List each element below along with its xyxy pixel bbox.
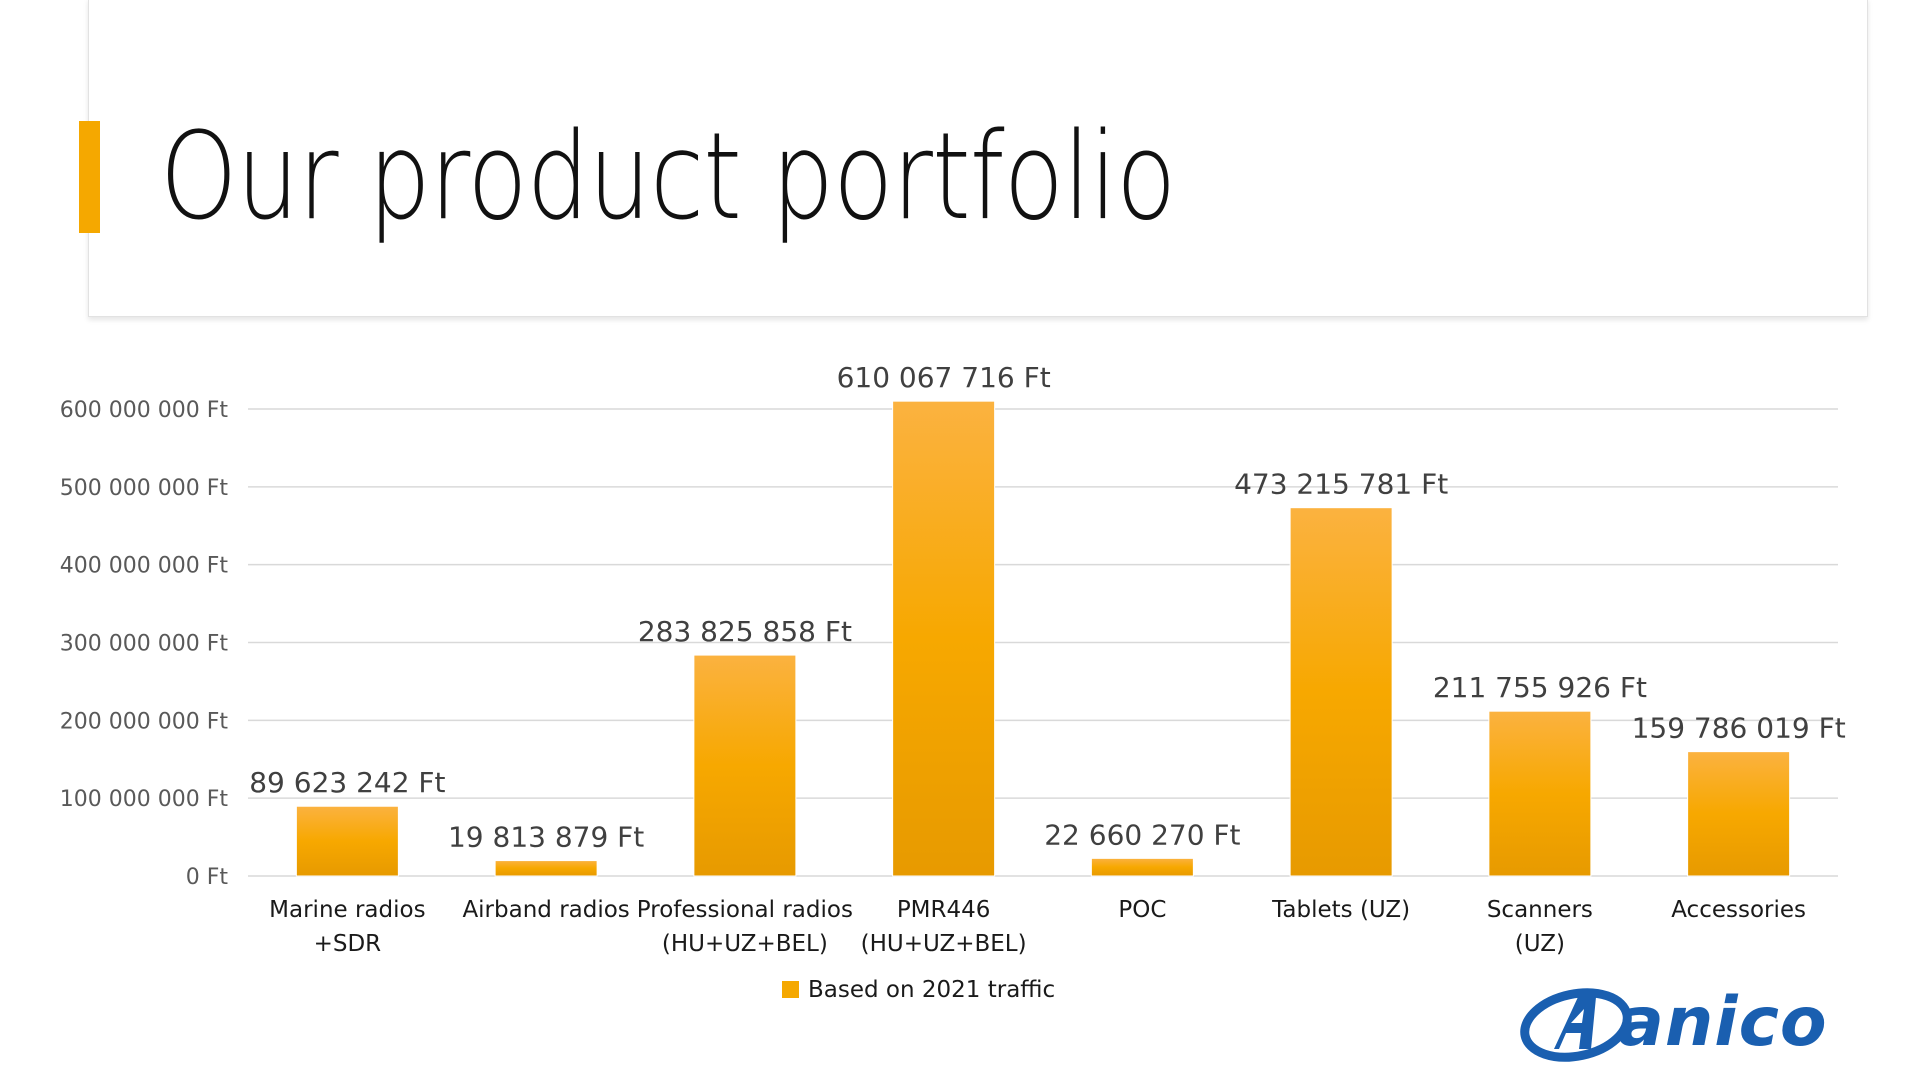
y-tick-label: 200 000 000 Ft: [60, 709, 229, 734]
bar: [1090, 857, 1194, 877]
y-tick-label: 100 000 000 Ft: [60, 787, 229, 812]
x-tick-label: Airband radios: [462, 897, 629, 923]
title-accent-bar: [79, 121, 100, 233]
title-card: [88, 0, 1868, 317]
data-label: 19 813 879 Ft: [448, 821, 644, 854]
bar: [1289, 507, 1393, 877]
legend-label: Based on 2021 traffic: [808, 977, 1055, 1003]
x-tick-label: Tablets (UZ): [1271, 897, 1410, 923]
x-tick-label: (HU+UZ+BEL): [662, 931, 828, 957]
x-tick-label: Professional radios: [637, 897, 853, 923]
x-tick-label: PMR446: [897, 897, 991, 923]
data-label: 159 786 019 Ft: [1632, 712, 1846, 745]
data-label: 473 215 781 Ft: [1234, 468, 1448, 501]
legend: Based on 2021 traffic: [782, 977, 1055, 1003]
x-tick-label: Marine radios: [269, 897, 425, 923]
data-label: 211 755 926 Ft: [1433, 671, 1647, 704]
data-label: 610 067 716 Ft: [837, 361, 1051, 394]
y-tick-label: 400 000 000 Ft: [60, 554, 229, 579]
x-tick-label: (UZ): [1515, 931, 1565, 957]
x-tick-label: (HU+UZ+BEL): [861, 931, 1027, 957]
bar: [693, 654, 797, 877]
page-title: Our product portfolio: [160, 108, 1176, 247]
data-label: 89 623 242 Ft: [249, 766, 445, 799]
x-tick-label: Accessories: [1671, 897, 1806, 923]
bar: [494, 860, 598, 877]
bars: [295, 400, 1791, 877]
bar: [1488, 710, 1592, 877]
x-tick-label: Scanners: [1487, 897, 1593, 923]
circled-a-logo-icon: [1520, 988, 1632, 1062]
bar: [295, 805, 399, 877]
y-tick-label: 500 000 000 Ft: [60, 476, 229, 501]
legend-swatch: [782, 981, 799, 998]
anico-logo: anico: [1516, 983, 1901, 1069]
y-axis-ticks: 0 Ft 100 000 000 Ft 200 000 000 Ft 300 000 …: [60, 398, 229, 890]
bar: [892, 400, 996, 877]
x-tick-label: POC: [1118, 897, 1166, 923]
x-axis-ticks: Marine radios +SDR Airband radios Professio…: [269, 897, 1806, 957]
bar: [1687, 751, 1791, 877]
y-tick-label: 600 000 000 Ft: [60, 398, 229, 423]
data-label: 22 660 270 Ft: [1044, 818, 1240, 851]
gridlines: [248, 408, 1838, 877]
x-tick-label: +SDR: [314, 931, 382, 957]
logo-wordmark: anico: [1618, 985, 1828, 1062]
y-tick-label: 300 000 000 Ft: [60, 632, 229, 657]
data-label: 283 825 858 Ft: [638, 615, 852, 648]
y-tick-label: 0 Ft: [186, 865, 229, 890]
